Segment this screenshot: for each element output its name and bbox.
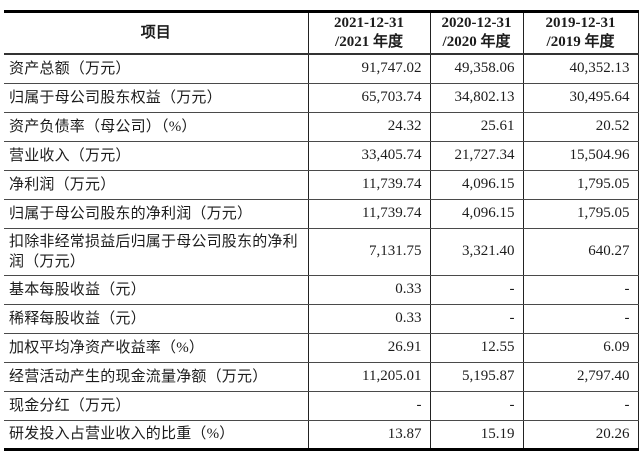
- value-2020: -: [429, 304, 523, 334]
- header-period-2019-date: 2019-12-31: [545, 15, 616, 31]
- table-row-total-assets: 资产总额（万元） 91,747.02 49,358.06 40,352.13: [4, 54, 638, 84]
- value-2019: 1,795.05: [522, 199, 638, 229]
- value-2019: 6.09: [522, 333, 638, 363]
- row-label: 净利润（万元）: [4, 170, 308, 200]
- value-2021: 0.33: [307, 304, 430, 334]
- row-label: 扣除非经常损益后归属于母公司股东的净利润（万元）: [4, 228, 308, 276]
- value-2019: 20.26: [522, 420, 638, 450]
- value-2021: 65,703.74: [307, 83, 430, 113]
- table-row-deducted-net-profit: 扣除非经常损益后归属于母公司股东的净利润（万元） 7,131.75 3,321.…: [4, 228, 638, 276]
- header-item-label: 项目: [140, 24, 171, 41]
- value-2019: -: [522, 275, 638, 305]
- row-label: 稀释每股收益（元）: [4, 304, 308, 334]
- row-label: 归属于母公司股东的净利润（万元）: [4, 199, 308, 229]
- table-row-parent-net-profit: 归属于母公司股东的净利润（万元） 11,739.74 4,096.15 1,79…: [4, 199, 638, 229]
- row-label: 营业收入（万元）: [4, 141, 308, 171]
- header-period-2019: 2019-12-31 /2019 年度: [522, 11, 638, 55]
- table-row-basic-eps: 基本每股收益（元） 0.33 - -: [4, 275, 638, 305]
- value-2019: 2,797.40: [522, 362, 638, 392]
- header-period-2020-date: 2020-12-31: [441, 15, 512, 31]
- header-period-2020: 2020-12-31 /2020 年度: [429, 11, 523, 55]
- financial-summary-table: 项目 2021-12-31 /2021 年度 2020-12-31 /2020 …: [4, 10, 639, 451]
- value-2019: -: [522, 391, 638, 421]
- value-2021: 7,131.75: [307, 228, 430, 276]
- value-2020: 4,096.15: [429, 199, 523, 229]
- table-row-debt-ratio: 资产负债率（母公司）（%） 24.32 25.61 20.52: [4, 112, 638, 142]
- value-2020: 15.19: [429, 420, 523, 450]
- value-2021: 11,739.74: [307, 170, 430, 200]
- value-2021: 11,205.01: [307, 362, 430, 392]
- value-2019: 15,504.96: [522, 141, 638, 171]
- header-period-2019-year: /2019 年度: [546, 34, 615, 50]
- value-2020: 5,195.87: [429, 362, 523, 392]
- row-label: 基本每股收益（元）: [4, 275, 308, 305]
- value-2021: 91,747.02: [307, 54, 430, 84]
- table-row-diluted-eps: 稀释每股收益（元） 0.33 - -: [4, 304, 638, 334]
- value-2020: 34,802.13: [429, 83, 523, 113]
- row-label: 资产负债率（母公司）（%）: [4, 112, 308, 142]
- value-2021: 11,739.74: [307, 199, 430, 229]
- table-row-operating-cash-flow: 经营活动产生的现金流量净额（万元） 11,205.01 5,195.87 2,7…: [4, 362, 638, 392]
- header-item: 项目: [4, 11, 308, 55]
- value-2021: 13.87: [307, 420, 430, 450]
- row-label: 研发投入占营业收入的比重（%）: [4, 420, 308, 450]
- value-2020: 12.55: [429, 333, 523, 363]
- table-row-weighted-roe: 加权平均净资产收益率（%） 26.91 12.55 6.09: [4, 333, 638, 363]
- table-header-row: 项目 2021-12-31 /2021 年度 2020-12-31 /2020 …: [4, 11, 638, 55]
- value-2020: 49,358.06: [429, 54, 523, 84]
- row-label: 加权平均净资产收益率（%）: [4, 333, 308, 363]
- value-2020: 4,096.15: [429, 170, 523, 200]
- header-period-2021: 2021-12-31 /2021 年度: [307, 11, 430, 55]
- value-2021: 0.33: [307, 275, 430, 305]
- value-2020: -: [429, 275, 523, 305]
- financial-summary-table-container: 项目 2021-12-31 /2021 年度 2020-12-31 /2020 …: [4, 10, 639, 451]
- value-2019: 40,352.13: [522, 54, 638, 84]
- header-period-2020-year: /2020 年度: [442, 34, 511, 50]
- table-row-rd-ratio: 研发投入占营业收入的比重（%） 13.87 15.19 20.26: [4, 420, 638, 450]
- value-2019: 30,495.64: [522, 83, 638, 113]
- table-row-parent-equity: 归属于母公司股东权益（万元） 65,703.74 34,802.13 30,49…: [4, 83, 638, 113]
- value-2020: 3,321.40: [429, 228, 523, 276]
- row-label: 现金分红（万元）: [4, 391, 308, 421]
- table-row-net-profit: 净利润（万元） 11,739.74 4,096.15 1,795.05: [4, 170, 638, 200]
- value-2021: 24.32: [307, 112, 430, 142]
- value-2019: 1,795.05: [522, 170, 638, 200]
- value-2021: 26.91: [307, 333, 430, 363]
- table-row-operating-revenue: 营业收入（万元） 33,405.74 21,727.34 15,504.96: [4, 141, 638, 171]
- row-label: 经营活动产生的现金流量净额（万元）: [4, 362, 308, 392]
- row-label: 归属于母公司股东权益（万元）: [4, 83, 308, 113]
- value-2021: 33,405.74: [307, 141, 430, 171]
- header-period-2021-date: 2021-12-31: [334, 15, 404, 31]
- value-2021: -: [307, 391, 430, 421]
- value-2020: 21,727.34: [429, 141, 523, 171]
- value-2020: 25.61: [429, 112, 523, 142]
- row-label: 资产总额（万元）: [4, 54, 308, 84]
- value-2019: 640.27: [522, 228, 638, 276]
- header-period-2021-year: /2021 年度: [335, 34, 403, 50]
- value-2019: -: [522, 304, 638, 334]
- table-row-cash-dividend: 现金分红（万元） - - -: [4, 391, 638, 421]
- value-2020: -: [429, 391, 523, 421]
- value-2019: 20.52: [522, 112, 638, 142]
